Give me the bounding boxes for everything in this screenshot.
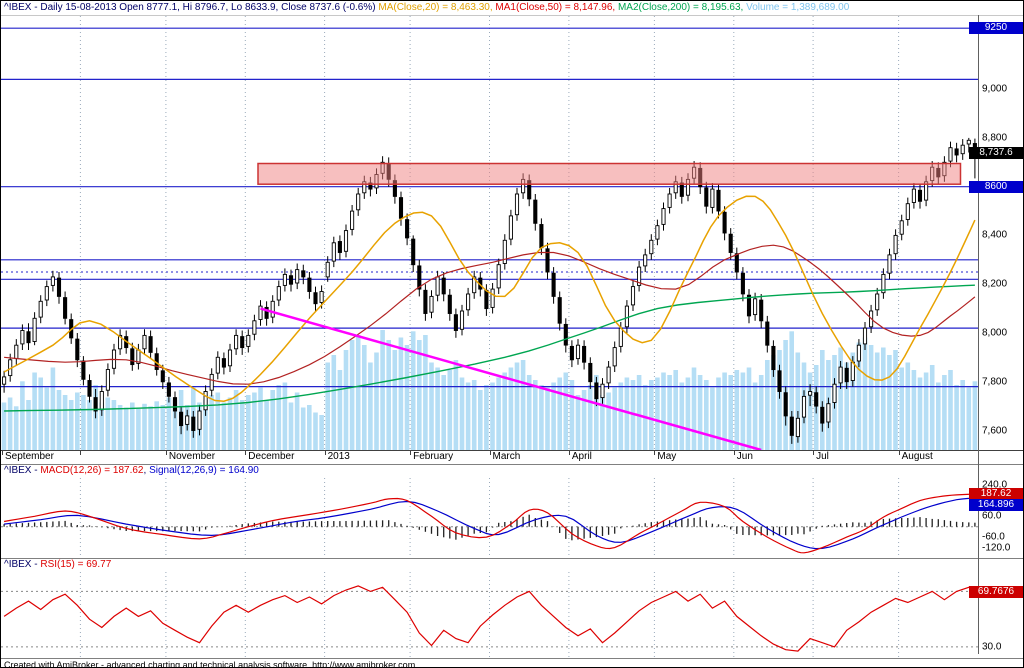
price-axis-label: 9,000: [982, 83, 1008, 95]
date-tick: [733, 451, 735, 455]
price-axis-label: 8,400: [982, 229, 1008, 241]
macd-axis-label: -120.0: [982, 542, 1011, 554]
title-segment: ^IBEX -: [4, 465, 41, 476]
date-tick: [813, 451, 815, 455]
date-tick: [165, 451, 167, 455]
rsi-panel-title: ^IBEX - RSI(15) = 69.77: [1, 558, 1023, 572]
macd-line: [3, 493, 975, 554]
price-badge: 8,737.6: [969, 147, 1023, 160]
price-axis-label: 7,600: [982, 425, 1008, 436]
price-badge: 9250: [969, 22, 1023, 35]
macd-badge: 164.896: [969, 499, 1023, 512]
month-label: April: [571, 451, 592, 462]
date-tick: [654, 451, 656, 455]
rsi-panel: ^IBEX - RSI(15) = 69.77 70.030.069.7676: [1, 558, 1023, 658]
title-segment: Signal(12,26,9) = 164.90: [149, 465, 259, 476]
candlesticks: [2, 137, 977, 444]
date-tick: [2, 451, 3, 455]
date-tick: [245, 451, 247, 455]
title-segment: ^IBEX - Daily 15-08-2013 Open 8777.1, Hi…: [4, 2, 379, 13]
month-label: September: [5, 451, 54, 462]
macd-histogram: [3, 514, 976, 541]
date-tick: [898, 451, 900, 455]
title-segment: MA2(Close,200) = 8,195.63,: [617, 2, 747, 13]
month-label: Jun: [736, 451, 753, 462]
macd-axis-label: 240.0: [982, 479, 1008, 491]
rsi-badge: 69.7676: [969, 585, 1023, 598]
resistance-band[interactable]: [257, 162, 962, 185]
macd-panel: ^IBEX - MACD(12,26) = 187.62, Signal(12,…: [1, 464, 1023, 558]
macd-axis-label: -60.0: [982, 531, 1005, 543]
month-label: December: [248, 451, 295, 462]
rsi-chart[interactable]: [1, 572, 978, 658]
title-segment: RSI(15) = 69.77: [40, 559, 112, 570]
title-segment: ^IBEX -: [4, 559, 41, 570]
ma20-line: [3, 195, 976, 402]
signal-line: [4, 497, 975, 550]
footer-credit: Created with AmiBroker - advanced charti…: [1, 658, 1023, 667]
price-badge: 8600: [969, 180, 1023, 193]
date-axis: September November December 2013 February Mar…: [1, 450, 1023, 464]
month-label: August: [901, 451, 933, 462]
price-panel: ^IBEX - Daily 15-08-2013 Open 8777.1, Hi…: [1, 1, 1023, 464]
macd-badge: 187.62: [969, 488, 1023, 501]
date-tick: [568, 451, 570, 455]
title-segment: MACD(12,26) = 187.62: [40, 465, 144, 476]
price-axis-label: 8,200: [982, 278, 1008, 290]
date-tick: [80, 451, 82, 455]
month-gridlines: [79, 16, 900, 450]
rsi-line: [3, 585, 976, 652]
date-tick: [410, 451, 412, 455]
axis-separator: [978, 15, 979, 654]
month-label: November: [168, 451, 216, 462]
title-segment: Volume = 1,389,689.00: [746, 2, 850, 13]
month-label: March: [492, 451, 521, 462]
month-label: 2013: [327, 451, 350, 462]
downtrend-line[interactable]: [260, 307, 762, 450]
month-label: May: [657, 451, 677, 462]
month-gridlines: [79, 478, 900, 558]
ma200-line: [4, 284, 975, 412]
date-tick: [489, 451, 491, 455]
month-label: February: [413, 451, 454, 462]
date-tick: [324, 451, 326, 455]
price-axis-label: 8,000: [982, 327, 1008, 339]
title-segment: MA(Close,20) = 8,463.30,: [378, 2, 496, 13]
price-chart[interactable]: [1, 16, 978, 450]
price-axis-label: 8,800: [982, 132, 1008, 144]
rsi-axis-label: 30.0: [982, 641, 1002, 653]
rsi-y-axis: 70.030.069.7676: [969, 572, 1023, 658]
title-segment: ,: [143, 465, 150, 476]
price-panel-title: ^IBEX - Daily 15-08-2013 Open 8777.1, Hi…: [1, 1, 1023, 16]
price-y-axis: 9,000 8,800 8,400 8,200 8,000 7,800 7,600 9250 8…: [969, 16, 1023, 450]
support-resistance-lines: [1, 27, 978, 388]
macd-panel-title: ^IBEX - MACD(12,26) = 187.62, Signal(12,…: [1, 464, 1023, 478]
price-axis-label: 7,800: [982, 376, 1008, 388]
title-segment: MA1(Close,50) = 8,147.96,: [495, 2, 618, 13]
macd-axis-label: 60.0: [982, 510, 1002, 522]
macd-chart[interactable]: [1, 478, 978, 558]
month-label: Jul: [816, 451, 829, 462]
